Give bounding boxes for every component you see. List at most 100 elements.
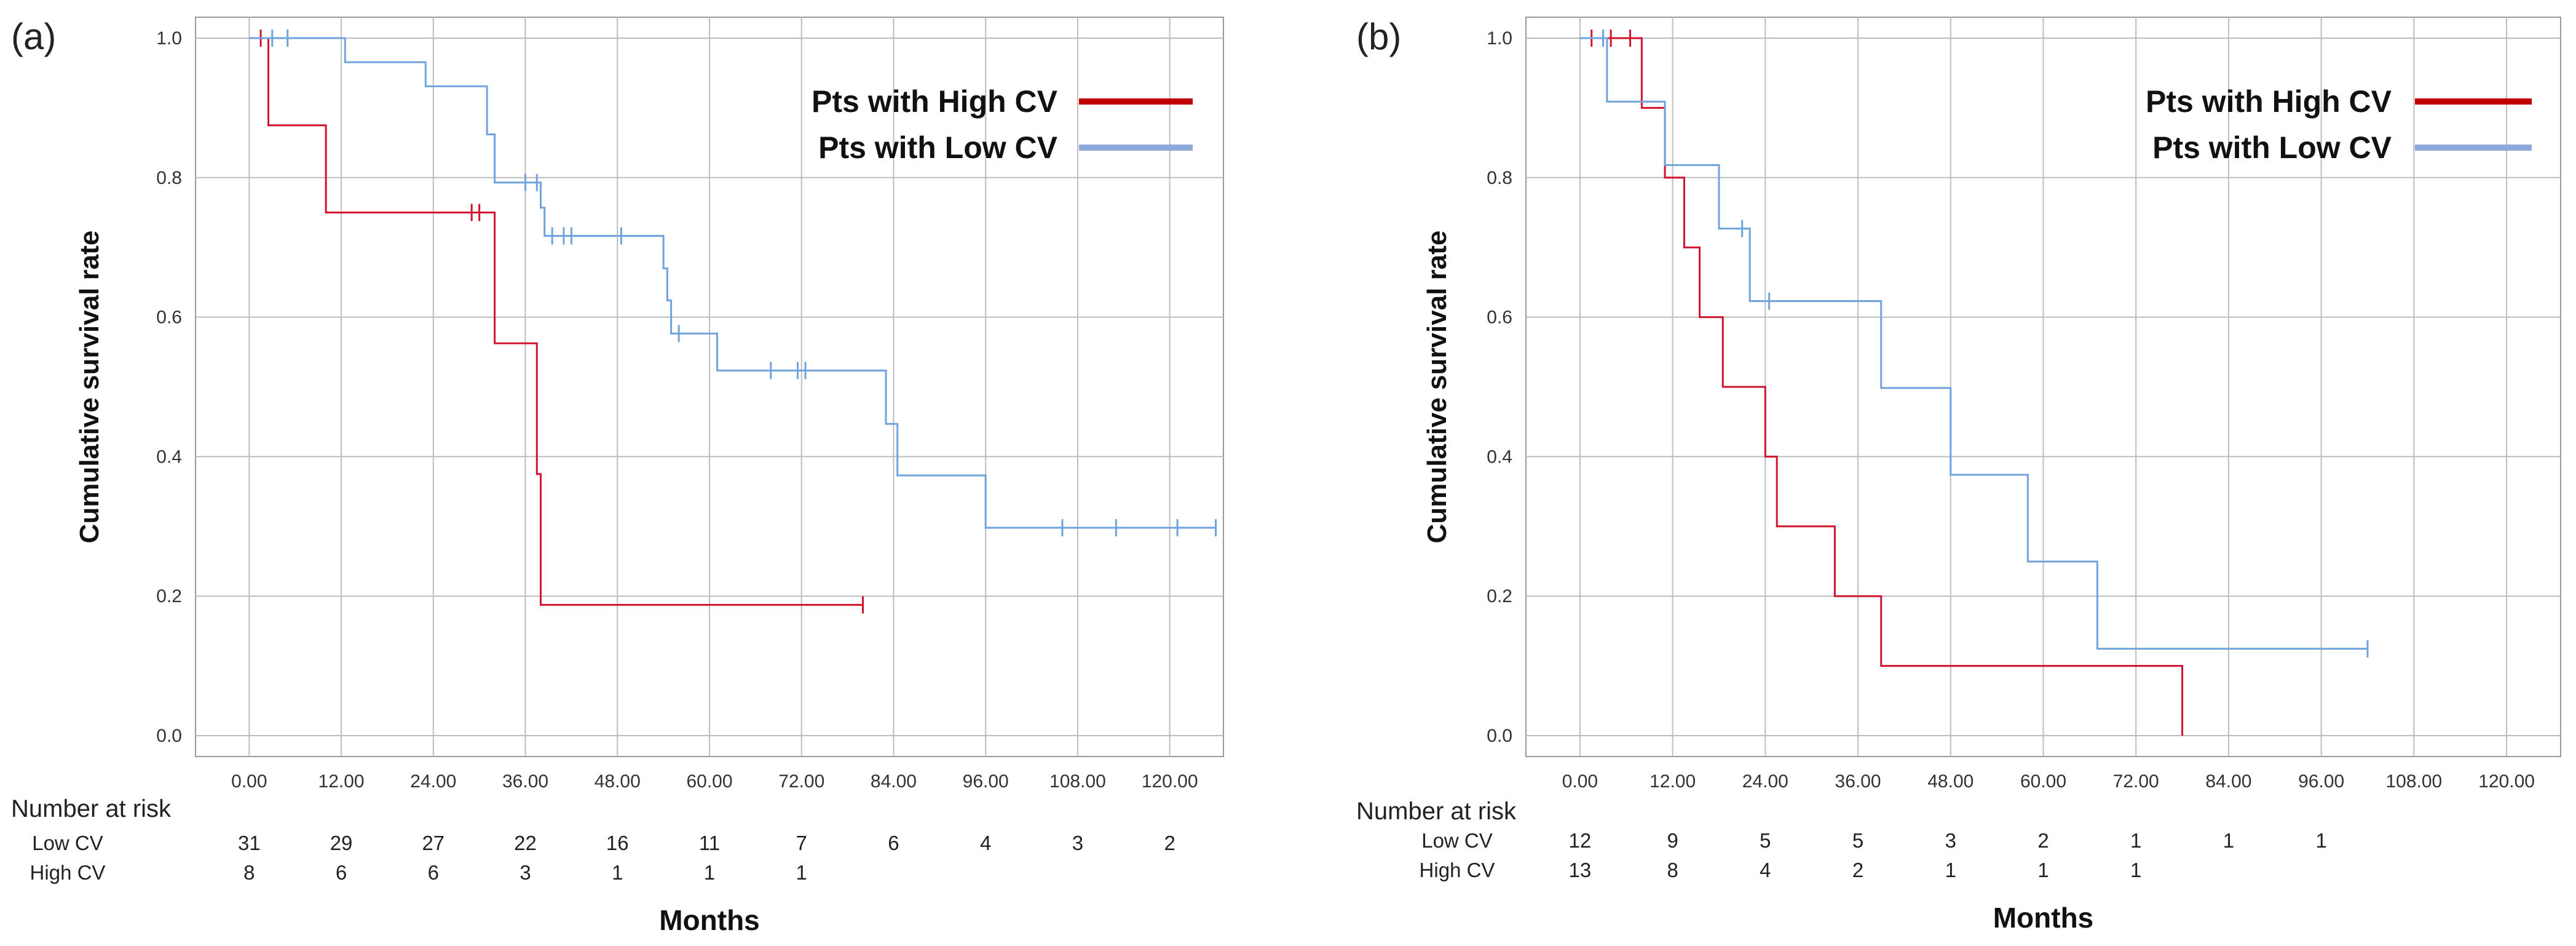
y-tick-label: 0.6: [1487, 308, 1512, 328]
panel-b-gridlines: [1526, 17, 2561, 757]
y-tick-label: 1.0: [1487, 28, 1512, 49]
risk-count: 8: [1667, 859, 1678, 881]
x-tick-label: 36.00: [502, 771, 548, 792]
risk-count: 1: [2315, 829, 2326, 852]
panel-b-label: (b): [1356, 16, 1401, 57]
risk-count: 3: [1072, 832, 1083, 854]
panel-a-legend-high-label: Pts with High CV: [812, 84, 1058, 119]
x-tick-label: 72.00: [2113, 771, 2159, 792]
x-tick-label: 120.00: [1142, 771, 1198, 792]
panel-a: (a) 0.00 12.00 24.00 36.00 48.00 60.00 72.00 84…: [11, 16, 1224, 936]
panel-b-risk-title: Number at risk: [1356, 798, 1517, 825]
panel-a-gridlines: [196, 17, 1223, 757]
x-tick-label: 96.00: [2298, 771, 2344, 792]
panel-b-tick-labels: 0.00 12.00 24.00 36.00 48.00 60.00 72.00 84.00 9…: [1487, 28, 2535, 792]
risk-count: 16: [606, 832, 629, 854]
y-tick-label: 0.8: [1487, 168, 1512, 188]
panel-a-number-at-risk: Number at risk Low CV High CV 31 29 27 22 16…: [11, 795, 1175, 884]
risk-count: 1: [612, 861, 623, 884]
risk-count: 1: [2130, 859, 2141, 881]
panel-b-x-axis-label: Months: [1993, 902, 2094, 934]
risk-count: 1: [1945, 859, 1956, 881]
x-tick-label: 24.00: [1742, 771, 1788, 792]
panel-a-legend: Pts with High CV Pts with Low CV: [812, 84, 1193, 165]
x-tick-label: 24.00: [410, 771, 456, 792]
panel-a-x-axis-label: Months: [659, 904, 760, 936]
x-tick-label: 108.00: [1049, 771, 1106, 792]
x-tick-label: 48.00: [595, 771, 641, 792]
low-cv-survival-curve: [1579, 37, 2368, 650]
y-tick-label: 1.0: [156, 28, 182, 49]
risk-count: 2: [2037, 829, 2049, 852]
risk-count: 8: [243, 861, 255, 884]
x-tick-label: 84.00: [2205, 771, 2251, 792]
x-tick-label: 0.00: [1562, 771, 1598, 792]
risk-count: 5: [1852, 829, 1863, 852]
risk-count: 29: [330, 832, 353, 854]
y-tick-label: 0.2: [1487, 586, 1512, 606]
risk-count: 6: [428, 861, 439, 884]
panel-b-series: [1579, 30, 2369, 736]
risk-count: 4: [980, 832, 991, 854]
panel-b-legend: Pts with High CV Pts with Low CV: [2146, 84, 2532, 165]
risk-count: 9: [1667, 829, 1678, 852]
x-tick-label: 12.00: [1650, 771, 1696, 792]
x-tick-label: 0.00: [231, 771, 267, 792]
low-cv-survival-curve: [249, 37, 1216, 529]
risk-count: 2: [1852, 859, 1863, 881]
risk-count: 1: [704, 861, 715, 884]
y-tick-label: 0.0: [156, 726, 182, 746]
risk-count: 6: [336, 861, 347, 884]
x-tick-label: 48.00: [1927, 771, 1973, 792]
panel-b-legend-low-label: Pts with Low CV: [2152, 130, 2392, 165]
risk-count: 1: [2037, 859, 2049, 881]
x-tick-label: 60.00: [686, 771, 732, 792]
x-tick-label: 12.00: [318, 771, 365, 792]
risk-count: 11: [699, 832, 720, 854]
panel-b-y-axis-label: Cumulative survival rate: [1422, 231, 1452, 544]
y-tick-label: 0.6: [156, 308, 182, 328]
risk-count: 3: [520, 861, 531, 884]
x-tick-label: 96.00: [963, 771, 1009, 792]
panel-b-risk-row-high-label: High CV: [1420, 859, 1495, 881]
panel-b-legend-high-label: Pts with High CV: [2146, 84, 2392, 119]
x-tick-label: 120.00: [2478, 771, 2535, 792]
risk-count: 13: [1569, 859, 1592, 881]
risk-count: 27: [422, 832, 444, 854]
panel-a-tick-labels: 0.00 12.00 24.00 36.00 48.00 60.00 72.00 84.00 9…: [156, 28, 1198, 792]
panel-a-risk-row-high-label: High CV: [30, 861, 106, 884]
x-tick-label: 84.00: [871, 771, 917, 792]
risk-count: 2: [1164, 832, 1175, 854]
panel-b: (b) 0.00 12.00 24.00 36.00 48.00 60.00 72.00 84…: [1356, 16, 2561, 934]
panel-a-y-axis-label: Cumulative survival rate: [74, 231, 105, 544]
risk-count: 3: [1945, 829, 1956, 852]
risk-count: 5: [1760, 829, 1771, 852]
y-tick-label: 0.2: [156, 586, 182, 606]
high-cv-survival-curve: [249, 37, 863, 606]
x-tick-label: 60.00: [2020, 771, 2066, 792]
panel-a-series: [249, 30, 1217, 614]
y-tick-label: 0.8: [156, 168, 182, 188]
panel-b-risk-row-low-label: Low CV: [1421, 829, 1493, 852]
y-tick-label: 0.4: [156, 447, 182, 467]
panel-a-label: (a): [11, 16, 56, 57]
x-tick-label: 108.00: [2385, 771, 2442, 792]
risk-count: 1: [2223, 829, 2234, 852]
risk-count: 31: [238, 832, 261, 854]
y-tick-label: 0.0: [1487, 726, 1512, 746]
risk-count: 22: [514, 832, 537, 854]
panel-a-risk-row-low-label: Low CV: [32, 832, 103, 854]
risk-count: 1: [2130, 829, 2141, 852]
x-tick-label: 36.00: [1835, 771, 1881, 792]
y-tick-label: 0.4: [1487, 447, 1512, 467]
risk-count: 7: [796, 832, 807, 854]
risk-count: 1: [796, 861, 807, 884]
panel-a-risk-title: Number at risk: [11, 795, 172, 822]
panel-a-legend-low-label: Pts with Low CV: [818, 130, 1058, 165]
risk-count: 12: [1569, 829, 1592, 852]
risk-count: 4: [1760, 859, 1771, 881]
risk-count: 6: [888, 832, 899, 854]
x-tick-label: 72.00: [778, 771, 824, 792]
panel-b-number-at-risk: Number at risk Low CV High CV 12 9 5 5 3 2 1 1 1…: [1356, 798, 2327, 881]
